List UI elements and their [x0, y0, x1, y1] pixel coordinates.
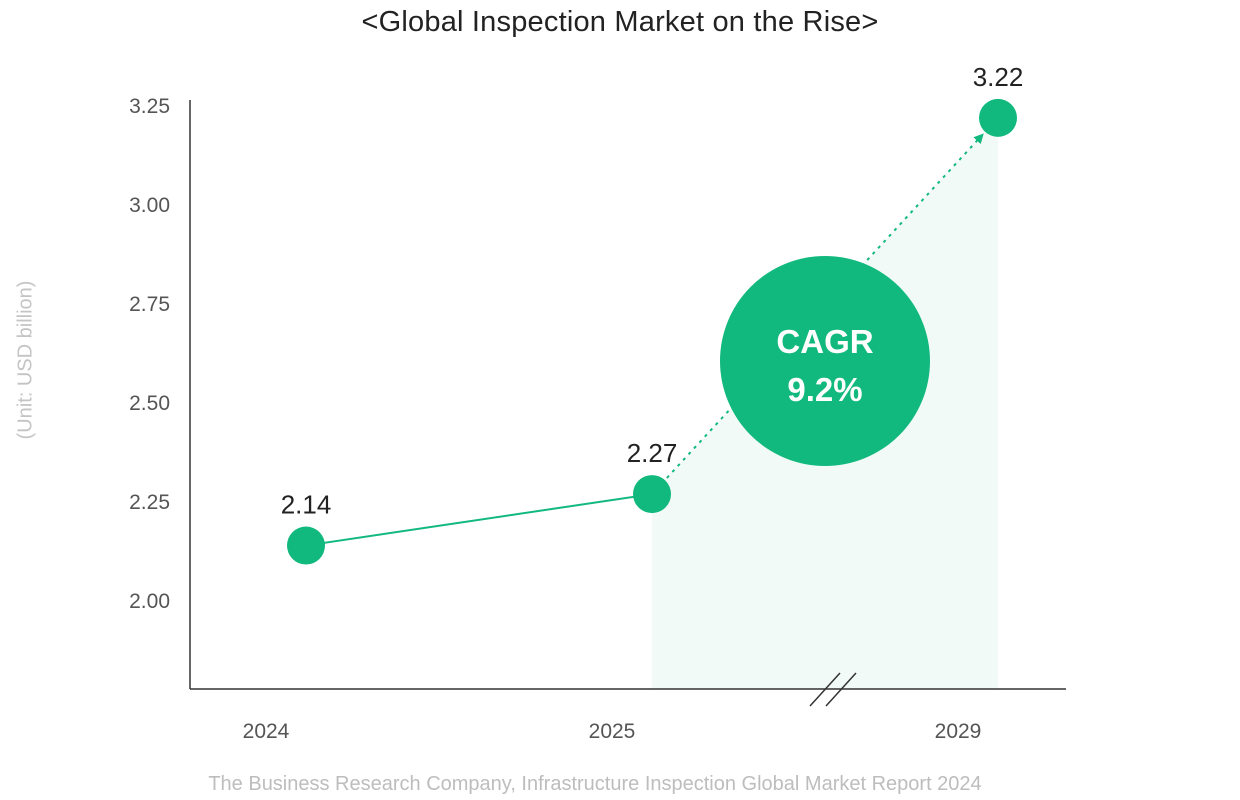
data-label: 2.27 [627, 438, 678, 468]
data-point [979, 98, 1017, 137]
series-line-actual [305, 493, 653, 547]
y-tick-label: 2.00 [129, 590, 170, 613]
data-label: 3.22 [973, 62, 1024, 92]
cagr-badge [720, 256, 930, 466]
chart-title: <Global Inspection Market on the Rise> [361, 6, 879, 38]
cagr-label: CAGR [776, 323, 873, 360]
x-tick-label: 2025 [589, 720, 636, 743]
y-tick-label: 2.50 [129, 392, 170, 415]
y-tick-label: 3.25 [129, 95, 170, 118]
series-line-projection [666, 133, 984, 479]
x-tick-label: 2024 [243, 720, 290, 743]
data-label: 2.14 [281, 490, 332, 520]
cagr-value: 9.2% [787, 371, 862, 408]
y-tick-label: 3.00 [129, 194, 170, 217]
y-tick-label: 2.75 [129, 293, 170, 316]
y-tick-label: 2.25 [129, 491, 170, 514]
data-point [633, 475, 671, 514]
data-point [287, 526, 325, 565]
x-tick-label: 2029 [935, 720, 982, 743]
axis-break-mark [809, 672, 841, 707]
source-note: The Business Research Company, Infrastru… [208, 773, 982, 795]
axis-break-mark [825, 672, 857, 707]
